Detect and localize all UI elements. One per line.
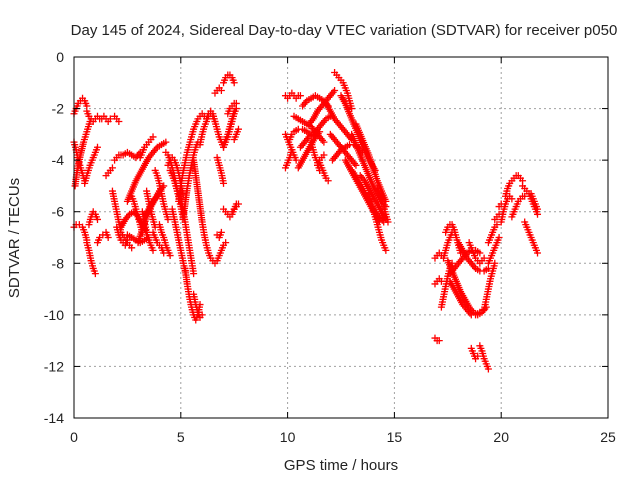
data-point <box>217 228 225 236</box>
data-point <box>108 164 116 172</box>
data-point <box>190 270 198 278</box>
data-point <box>476 249 484 257</box>
data-point <box>384 218 392 226</box>
y-tick-label: -12 <box>44 358 64 374</box>
y-axis-title: SDTVAR / TECUs <box>6 178 23 298</box>
x-tick-label: 0 <box>70 429 78 445</box>
data-point <box>91 270 99 278</box>
data-point <box>288 146 296 154</box>
data-point <box>149 246 157 254</box>
x-axis-title: GPS time / hours <box>284 457 398 474</box>
data-point <box>93 143 101 151</box>
data-point <box>128 244 136 252</box>
data-point <box>320 138 328 146</box>
data-point <box>493 221 501 229</box>
data-point <box>296 92 304 100</box>
data-point <box>115 117 123 125</box>
data-point <box>292 156 300 164</box>
data-point <box>348 105 356 113</box>
y-tick-label: -14 <box>44 410 64 426</box>
y-tick-label: -2 <box>52 101 65 117</box>
x-tick-label: 15 <box>387 429 403 445</box>
data-point <box>234 125 242 133</box>
x-tick-label: 10 <box>280 429 296 445</box>
data-point <box>491 259 499 267</box>
data-point <box>222 239 230 247</box>
axis-ticks: 0 5 10 15 20 25 0 -2 -4 -6 -8 -10 -12 -14 <box>44 49 616 445</box>
data-point <box>476 308 484 316</box>
data-point <box>484 365 492 373</box>
x-tick-label: 20 <box>493 429 509 445</box>
data-point <box>495 234 503 241</box>
data-point <box>198 311 206 319</box>
data-point <box>534 205 542 213</box>
data-point <box>234 200 242 208</box>
data-points <box>70 68 542 373</box>
grid-lines <box>74 57 608 418</box>
data-point <box>534 249 542 257</box>
data-point <box>104 234 112 241</box>
y-tick-label: -6 <box>52 204 65 220</box>
data-point <box>162 138 170 146</box>
data-point <box>230 79 238 87</box>
plot-area-border <box>73 56 609 419</box>
data-point <box>166 252 174 260</box>
data-point <box>217 87 225 95</box>
data-point <box>232 99 240 107</box>
data-point <box>316 128 324 136</box>
data-point <box>435 337 443 345</box>
data-point <box>106 115 114 123</box>
chart-title: Day 145 of 2024, Sidereal Day-to-day VTE… <box>71 22 618 39</box>
y-tick-label: -10 <box>44 307 64 323</box>
data-point <box>93 215 101 223</box>
y-tick-label: -8 <box>52 255 65 271</box>
data-point <box>220 179 228 187</box>
data-point <box>352 161 360 169</box>
data-point <box>382 246 390 254</box>
data-point <box>324 177 332 185</box>
data-point <box>320 151 328 159</box>
y-tick-label: -4 <box>52 152 65 168</box>
data-point <box>149 133 157 141</box>
data-point <box>164 215 172 223</box>
x-tick-label: 25 <box>600 429 616 445</box>
data-point <box>331 87 339 95</box>
y-tick-label: 0 <box>56 49 64 65</box>
data-point <box>508 195 516 203</box>
x-tick-label: 5 <box>177 429 185 445</box>
data-point <box>480 254 488 262</box>
